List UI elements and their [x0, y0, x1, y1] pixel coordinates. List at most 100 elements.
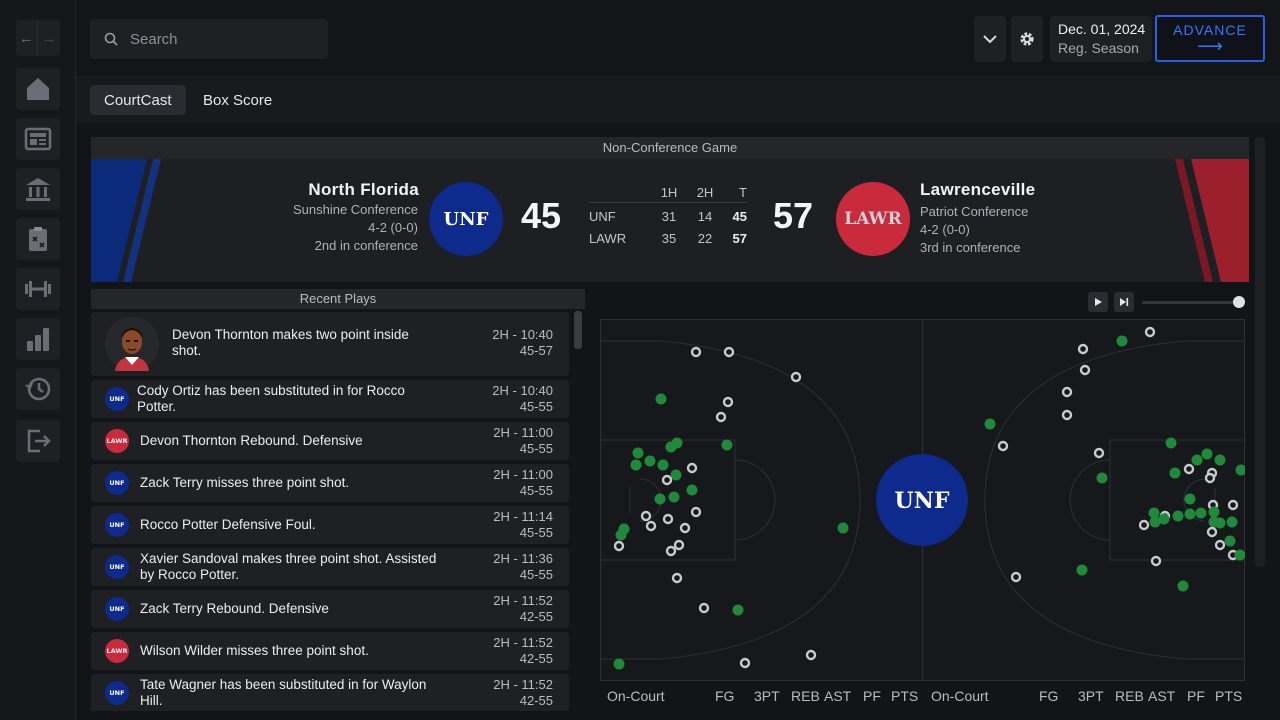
shot-chart-court: UNF — [599, 319, 1247, 681]
list-item[interactable]: UNF Xavier Sandoval makes three point sh… — [91, 548, 569, 586]
away-team-info: Patriot Conference 4-2 (0-0) 3rd in conf… — [920, 203, 1028, 257]
missed-shot-marker — [671, 572, 683, 584]
center-court-logo-text: UNF — [895, 488, 950, 514]
made-shot-marker — [837, 522, 849, 534]
missed-shot-marker — [645, 520, 657, 532]
finance-button[interactable] — [16, 168, 60, 210]
arrow-right-icon[interactable]: → — [38, 20, 60, 56]
col-ast: AST — [824, 688, 852, 704]
made-shot-marker — [665, 441, 677, 453]
missed-shot-marker — [673, 539, 685, 551]
play-description: Zack Terry Rebound. Defensive — [140, 601, 329, 616]
news-icon — [24, 127, 52, 151]
search-input[interactable] — [130, 30, 310, 48]
missed-shot-marker — [715, 411, 727, 423]
missed-shot-marker — [1150, 555, 1162, 567]
barbell-icon — [25, 281, 51, 297]
made-shot-marker — [1226, 516, 1238, 528]
made-shot-marker — [632, 447, 644, 459]
exit-icon — [27, 429, 51, 453]
advance-label: ADVANCE — [1173, 22, 1247, 38]
search-box[interactable] — [90, 19, 328, 59]
tab-courtcast[interactable]: CourtCast — [90, 85, 186, 115]
made-shot-marker — [654, 493, 666, 505]
tab-box-score[interactable]: Box Score — [203, 91, 273, 109]
col-fg: FG — [1039, 688, 1059, 704]
exit-button[interactable] — [16, 420, 60, 462]
skip-forward-button[interactable] — [1114, 292, 1134, 312]
missed-shot-marker — [997, 440, 1009, 452]
search-icon — [104, 32, 118, 46]
bank-icon — [26, 178, 50, 201]
play-time: 2H - 11:52 42-55 — [493, 593, 553, 624]
scrollbar-thumb[interactable] — [574, 311, 582, 349]
history-icon — [25, 377, 51, 401]
dropdown-button[interactable] — [974, 16, 1006, 62]
missed-shot-marker — [1227, 499, 1239, 511]
made-shot-marker — [644, 455, 656, 467]
made-shot-marker — [1195, 507, 1207, 519]
missed-shot-marker — [1077, 343, 1089, 355]
home-team-logo: UNF — [429, 182, 503, 256]
play-time: 2H - 11:14 45-55 — [493, 509, 553, 540]
missed-shot-marker — [661, 474, 673, 486]
news-button[interactable] — [16, 118, 60, 160]
home-button[interactable] — [16, 68, 60, 110]
made-shot-marker — [630, 459, 642, 471]
playback-slider-track[interactable] — [1142, 301, 1238, 304]
made-shot-marker — [1234, 549, 1246, 561]
list-item[interactable]: UNF Cody Ortiz has been substituted in f… — [91, 380, 569, 418]
home-team-stripes — [91, 159, 161, 282]
settings-button[interactable] — [1011, 16, 1043, 62]
made-shot-marker — [1177, 580, 1189, 592]
play-time: 2H - 10:40 45-55 — [492, 383, 553, 414]
missed-shot-marker — [679, 522, 691, 534]
arrow-left-icon[interactable]: ← — [16, 20, 38, 56]
team-logo-lawr: LAWR — [105, 639, 129, 663]
missed-shot-marker — [1183, 463, 1195, 475]
list-item[interactable]: UNF Tate Wagner has been substituted in … — [91, 674, 569, 711]
list-item[interactable]: UNF Zack Terry misses three point shot. … — [91, 464, 569, 502]
made-shot-marker — [613, 658, 625, 670]
shot-markers — [613, 326, 1247, 670]
plays-scrollbar[interactable] — [573, 311, 583, 711]
strategy-button[interactable] — [16, 218, 60, 260]
missed-shot-marker — [698, 602, 710, 614]
play-time: 2H - 11:52 42-55 — [493, 677, 553, 708]
list-item[interactable]: UNF Rocco Potter Defensive Foul. 2H - 11… — [91, 506, 569, 544]
center-court-logo — [876, 454, 968, 546]
playback-slider-handle[interactable] — [1233, 296, 1245, 308]
play-description: Wilson Wilder misses three point shot. — [140, 643, 369, 658]
made-shot-marker — [721, 439, 733, 451]
line-score-row: UNF 31 14 45 — [589, 208, 747, 224]
missed-shot-marker — [1093, 447, 1105, 459]
advance-button[interactable]: ADVANCE ⟶ — [1155, 15, 1265, 62]
recent-plays-panel: Recent Plays Devon Thornton makes two po… — [91, 289, 585, 711]
list-item[interactable]: UNF Zack Terry Rebound. Defensive 2H - 1… — [91, 590, 569, 628]
col-reb: REB — [1115, 688, 1144, 704]
away-standing: 3rd in conference — [920, 240, 1021, 255]
play-description: Xavier Sandoval makes three point shot. … — [140, 551, 437, 582]
made-shot-marker — [1076, 564, 1088, 576]
current-date: Dec. 01, 2024 — [1058, 21, 1146, 37]
history-button[interactable] — [16, 368, 60, 410]
list-item[interactable]: LAWR Devon Thornton Rebound. Defensive 2… — [91, 422, 569, 460]
list-item[interactable]: LAWR Wilson Wilder misses three point sh… — [91, 632, 569, 670]
sidebar: ← → — [0, 0, 76, 720]
away-record: 4-2 (0-0) — [920, 222, 970, 237]
page-scrollbar[interactable] — [1255, 137, 1265, 567]
training-button[interactable] — [16, 268, 60, 310]
stats-button[interactable] — [16, 318, 60, 360]
playback-controls — [1088, 292, 1248, 312]
list-item[interactable]: Devon Thornton makes two point inside sh… — [91, 312, 569, 376]
made-shot-marker — [1096, 472, 1108, 484]
team-logo-unf: UNF — [105, 513, 129, 537]
made-shot-marker — [668, 491, 680, 503]
missed-shot-marker — [1061, 409, 1073, 421]
missed-shot-marker — [723, 346, 735, 358]
gear-icon — [1020, 32, 1034, 46]
game-header: Non-Conference Game North Florida Sunshi… — [91, 137, 1249, 282]
missed-shot-marker — [1061, 386, 1073, 398]
play-button[interactable] — [1088, 292, 1108, 312]
missed-shot-marker — [1204, 472, 1216, 484]
